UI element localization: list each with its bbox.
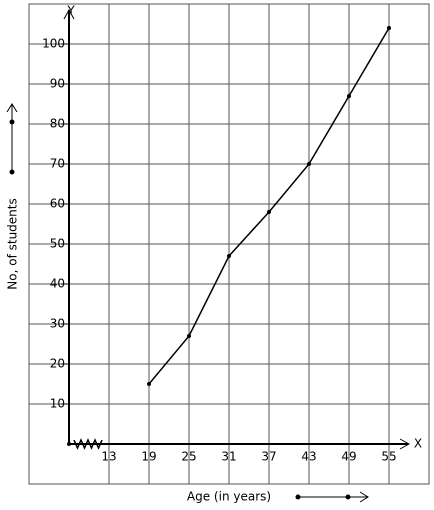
- y-tick-label: 70: [50, 157, 65, 171]
- data-point: [147, 382, 151, 386]
- y-arrow: [63, 8, 75, 20]
- x-tick-label: 31: [221, 450, 236, 464]
- y-tick-label: 100: [42, 37, 65, 51]
- y-tick-label: 90: [50, 77, 65, 91]
- y-axis-label: No, of students: [6, 198, 20, 289]
- x-tick-label: 49: [341, 450, 356, 464]
- origin-dot: [67, 442, 71, 446]
- y-tick-label: 40: [50, 277, 65, 291]
- axis-break: [73, 438, 103, 450]
- x-tick-label: 19: [141, 450, 156, 464]
- data-point: [307, 162, 311, 166]
- x-tick-label: 55: [381, 450, 396, 464]
- data-point: [347, 94, 351, 98]
- x-tick-label: 13: [101, 450, 116, 464]
- y-axis-letter: Y: [66, 4, 75, 18]
- x-axis-label: Age (in years): [187, 490, 271, 504]
- y-tick-label: 20: [50, 357, 65, 371]
- x-tick-label: 43: [301, 450, 316, 464]
- data-point: [227, 254, 231, 258]
- x-tick-label: 37: [261, 450, 276, 464]
- data-point: [267, 210, 271, 214]
- y-tick-label: 10: [50, 397, 65, 411]
- data-point: [187, 334, 191, 338]
- decor-arrows: [6, 103, 369, 503]
- y-tick-label: 50: [50, 237, 65, 251]
- x-tick-label: 25: [181, 450, 196, 464]
- x-arrow: [399, 438, 411, 450]
- y-tick-label: 60: [50, 197, 65, 211]
- y-tick-label: 30: [50, 317, 65, 331]
- data-point: [387, 26, 391, 30]
- x-axis-letter: X: [414, 437, 422, 451]
- y-tick-label: 80: [50, 117, 65, 131]
